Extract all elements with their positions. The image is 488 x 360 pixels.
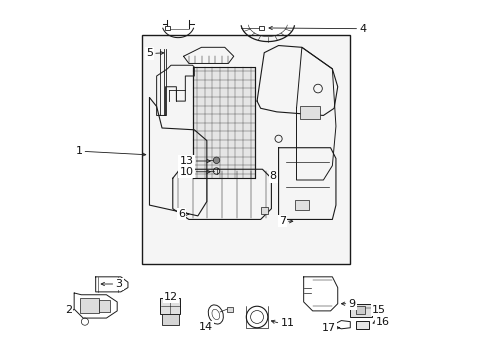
Bar [142,35,349,264]
Text: 2: 2 [65,305,72,315]
Bar [160,298,180,315]
Text: 5: 5 [146,48,153,58]
Text: 17: 17 [322,323,336,333]
Bar [99,300,110,312]
Text: 14: 14 [199,322,213,332]
Bar [349,304,371,318]
Text: 12: 12 [163,292,178,302]
Bar [300,107,319,119]
Circle shape [213,157,219,163]
Text: 9: 9 [348,299,355,309]
Bar [258,26,264,30]
Bar [226,307,233,312]
Text: 6: 6 [178,209,185,219]
Text: 10: 10 [179,167,193,177]
Text: 7: 7 [278,216,285,226]
Text: 8: 8 [269,171,276,181]
Text: 11: 11 [280,319,294,328]
Bar [164,26,169,30]
Bar [355,321,368,329]
Text: 15: 15 [371,305,385,315]
Bar [294,200,308,210]
Text: 1: 1 [75,146,82,156]
Text: 13: 13 [179,156,193,166]
Bar [192,67,255,178]
Bar [80,298,99,313]
Bar [260,207,267,214]
Text: 16: 16 [375,317,389,327]
Text: 3: 3 [115,279,122,289]
Text: 4: 4 [359,24,366,34]
Bar [162,315,179,325]
Bar [355,306,364,314]
